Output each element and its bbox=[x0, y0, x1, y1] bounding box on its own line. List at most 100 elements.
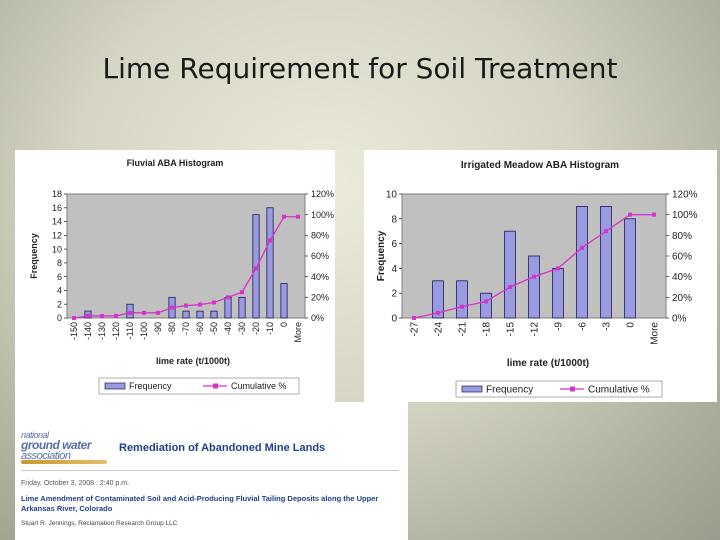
frequency-bar bbox=[266, 207, 274, 319]
cumulative-point bbox=[100, 313, 104, 318]
frequency-bar bbox=[528, 255, 540, 319]
x-tick-label: More bbox=[650, 322, 661, 345]
meadow-histogram-chart: Irrigated Meadow ABA Histogram02468100%2… bbox=[376, 160, 698, 398]
legend-swatch-marker bbox=[213, 383, 218, 389]
legend-label-cumulative: Cumulative % bbox=[231, 381, 287, 391]
article-author: Stuart R. Jennings, Reclamation Research… bbox=[21, 520, 178, 527]
x-tick-label: -80 bbox=[167, 322, 177, 335]
x-tick-label: -24 bbox=[434, 322, 445, 337]
x-tick-label: -21 bbox=[458, 322, 469, 337]
cumulative-point bbox=[580, 245, 584, 250]
cumulative-point bbox=[72, 316, 76, 320]
cumulative-point bbox=[628, 212, 632, 217]
cumulative-point bbox=[240, 290, 244, 295]
x-tick-label: -3 bbox=[602, 322, 613, 331]
x-tick-label: -27 bbox=[410, 322, 421, 337]
x-tick-label: -10 bbox=[265, 322, 275, 335]
legend-box bbox=[98, 377, 300, 395]
frequency-bar bbox=[238, 296, 246, 319]
article-title[interactable]: Lime Amendment of Contaminated Soil and … bbox=[21, 494, 379, 513]
slide-title: Lime Requirement for Soil Treatment bbox=[102, 52, 618, 85]
y2-tick-label: 20% bbox=[672, 293, 692, 304]
frequency-bar bbox=[480, 292, 492, 319]
cumulative-point bbox=[86, 313, 90, 318]
legend-swatch-marker bbox=[570, 386, 575, 392]
x-tick-label: -130 bbox=[97, 322, 107, 340]
x-tick-label: -110 bbox=[125, 322, 135, 339]
x-tick-label: -60 bbox=[195, 322, 205, 335]
legend-label-frequency: Frequency bbox=[129, 381, 172, 391]
cumulative-point bbox=[212, 300, 216, 305]
cumulative-point bbox=[268, 238, 272, 243]
article-excerpt: national ground water association Remedi… bbox=[15, 402, 408, 540]
y-tick-label: 18 bbox=[52, 189, 62, 199]
y2-tick-label: 60% bbox=[672, 252, 692, 263]
x-tick-label: -30 bbox=[237, 322, 247, 335]
frequency-bar bbox=[504, 230, 516, 319]
frequency-bar bbox=[182, 310, 190, 319]
y2-tick-label: 20% bbox=[311, 292, 329, 302]
y2-tick-label: 40% bbox=[672, 272, 692, 283]
x-tick-label: 0 bbox=[626, 322, 637, 328]
logo-text-national: national bbox=[21, 430, 49, 440]
y-tick-label: 12 bbox=[52, 230, 62, 240]
legend-swatch-frequency bbox=[104, 382, 126, 390]
cumulative-point bbox=[412, 316, 416, 320]
frequency-bar bbox=[224, 296, 232, 319]
x-tick-label: -6 bbox=[578, 322, 589, 331]
y-tick-label: 16 bbox=[52, 203, 62, 213]
y-tick-label: 0 bbox=[57, 313, 62, 323]
frequency-bar bbox=[552, 268, 564, 319]
cumulative-point bbox=[508, 285, 512, 289]
frequency-bar bbox=[456, 280, 468, 319]
x-tick-label: -120 bbox=[111, 322, 121, 340]
cumulative-point bbox=[170, 305, 174, 310]
cumulative-point bbox=[254, 266, 258, 271]
logo-text-ground-water: ground water bbox=[21, 438, 92, 452]
y-tick-label: 2 bbox=[57, 299, 62, 309]
legend-label-frequency: Frequency bbox=[486, 385, 533, 396]
cumulative-point bbox=[128, 310, 132, 315]
x-tick-label: -18 bbox=[482, 322, 493, 337]
y-tick-label: 6 bbox=[391, 239, 397, 250]
cumulative-point bbox=[114, 313, 118, 318]
cumulative-point bbox=[226, 295, 230, 300]
article-heading: Remediation of Abandoned Mine Lands bbox=[119, 442, 326, 454]
cumulative-point bbox=[460, 304, 464, 309]
y-axis-label: Frequency bbox=[29, 233, 39, 279]
logo-text-association: association bbox=[21, 450, 71, 462]
cumulative-point bbox=[184, 303, 188, 308]
x-tick-label: -100 bbox=[139, 322, 149, 340]
y-tick-label: 8 bbox=[57, 258, 62, 268]
cumulative-point bbox=[436, 310, 440, 315]
y2-tick-label: 0% bbox=[311, 313, 324, 323]
cumulative-point bbox=[652, 212, 656, 217]
frequency-bar bbox=[432, 280, 444, 319]
cumulative-point bbox=[556, 266, 560, 271]
y-tick-label: 6 bbox=[57, 272, 62, 282]
y-tick-label: 10 bbox=[386, 190, 398, 201]
cumulative-point bbox=[484, 299, 488, 304]
meadow-histogram-panel: Irrigated Meadow ABA Histogram 0 2 4 6 8 10 0% 2… bbox=[364, 150, 717, 402]
logo-swoosh bbox=[21, 460, 107, 464]
y2-tick-label: 60% bbox=[311, 251, 329, 261]
y2-tick-label: 120% bbox=[311, 189, 334, 199]
y-tick-label: 0 bbox=[391, 314, 397, 325]
legend-box bbox=[455, 380, 663, 398]
frequency-bar bbox=[576, 206, 588, 319]
cumulative-point bbox=[142, 310, 146, 315]
article-divider bbox=[21, 470, 399, 471]
y-axis-label: Frequency bbox=[376, 230, 387, 281]
y2-tick-label: 80% bbox=[311, 230, 329, 240]
fluvial-histogram-chart: Fluvial ABA Histogram 0 2 4 6 8 10 12 14 16 18 0% 20… bbox=[29, 158, 334, 395]
x-tick-label: More bbox=[293, 322, 303, 343]
x-tick-label: -12 bbox=[530, 322, 541, 337]
y2-tick-label: 40% bbox=[311, 272, 329, 282]
frequency-bar bbox=[252, 214, 260, 319]
y2-tick-label: 0% bbox=[672, 314, 687, 325]
y2-tick-label: 100% bbox=[672, 210, 698, 221]
cumulative-point bbox=[532, 274, 536, 279]
frequency-bar bbox=[210, 310, 218, 319]
cumulative-point bbox=[604, 229, 608, 234]
x-tick-label: 0 bbox=[279, 322, 289, 327]
